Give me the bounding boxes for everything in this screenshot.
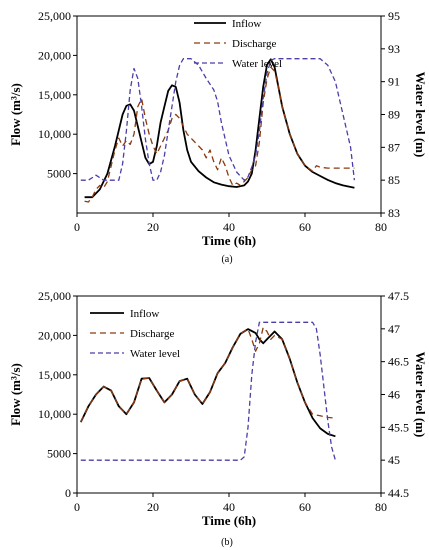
y-right-tick-label: 87 <box>388 140 400 154</box>
y-right-tick-label: 45.5 <box>388 420 409 434</box>
y-right-tick-label: 91 <box>388 75 400 89</box>
y-left-tick-label: 0 <box>65 486 71 500</box>
x-axis-label: Time (6h) <box>202 233 256 248</box>
x-tick-label: 0 <box>74 220 80 234</box>
x-tick-label: 80 <box>375 500 387 514</box>
series-line-inflow <box>84 58 355 199</box>
y-left-axis-label: Flow (m³/s) <box>8 363 23 426</box>
y-right-tick-label: 44.5 <box>388 486 409 500</box>
legend-label: Water level <box>130 348 180 360</box>
x-tick-label: 80 <box>375 220 387 234</box>
series-line-water-level <box>80 58 356 181</box>
y-left-tick-label: 5000 <box>47 167 71 181</box>
x-tick-label: 0 <box>74 500 80 514</box>
y-left-tick-label: 10,000 <box>38 127 71 141</box>
y-right-tick-label: 46 <box>388 388 400 402</box>
y-right-tick-label: 93 <box>388 42 400 56</box>
y-right-tick-label: 95 <box>388 9 400 23</box>
y-right-tick-label: 85 <box>388 173 400 187</box>
legend-label: Inflow <box>130 308 159 320</box>
y-left-tick-label: 20,000 <box>38 48 71 62</box>
y-left-tick-label: 25,000 <box>38 289 71 303</box>
x-tick-label: 60 <box>299 500 311 514</box>
y-left-tick-label: 15,000 <box>38 368 71 382</box>
y-right-tick-label: 46.5 <box>388 355 409 369</box>
x-tick-label: 20 <box>147 220 159 234</box>
y-right-axis-label: Water level (m) <box>413 352 428 438</box>
y-left-axis-label: Flow (m³/s) <box>8 83 23 146</box>
y-right-tick-label: 89 <box>388 108 400 122</box>
legend-label: Inflow <box>232 18 261 30</box>
plot-frame <box>76 295 382 494</box>
y-right-tick-label: 83 <box>388 206 400 220</box>
x-tick-label: 40 <box>223 220 235 234</box>
y-right-tick-label: 47 <box>388 322 400 336</box>
chart-caption: (b) <box>221 537 233 548</box>
y-right-tick-label: 45 <box>388 453 400 467</box>
y-left-tick-label: 25,000 <box>38 9 71 23</box>
series-line-water-level <box>80 321 337 461</box>
x-tick-label: 20 <box>147 500 159 514</box>
y-right-tick-label: 47.5 <box>388 289 409 303</box>
y-right-axis-label: Water level (m) <box>413 72 428 158</box>
series-line-discharge <box>84 66 355 203</box>
legend-label: Discharge <box>130 328 175 340</box>
legend-label: Water level <box>232 58 282 70</box>
x-tick-label: 40 <box>223 500 235 514</box>
y-left-tick-label: 15,000 <box>38 88 71 102</box>
series-line-discharge <box>80 326 336 423</box>
x-axis-label: Time (6h) <box>202 513 256 528</box>
y-left-tick-label: 20,000 <box>38 328 71 342</box>
y-left-tick-label: 5000 <box>47 447 71 461</box>
x-tick-label: 60 <box>299 220 311 234</box>
y-left-tick-label: 10,000 <box>38 407 71 421</box>
legend-label: Discharge <box>232 38 277 50</box>
chart-caption: (a) <box>221 254 232 265</box>
